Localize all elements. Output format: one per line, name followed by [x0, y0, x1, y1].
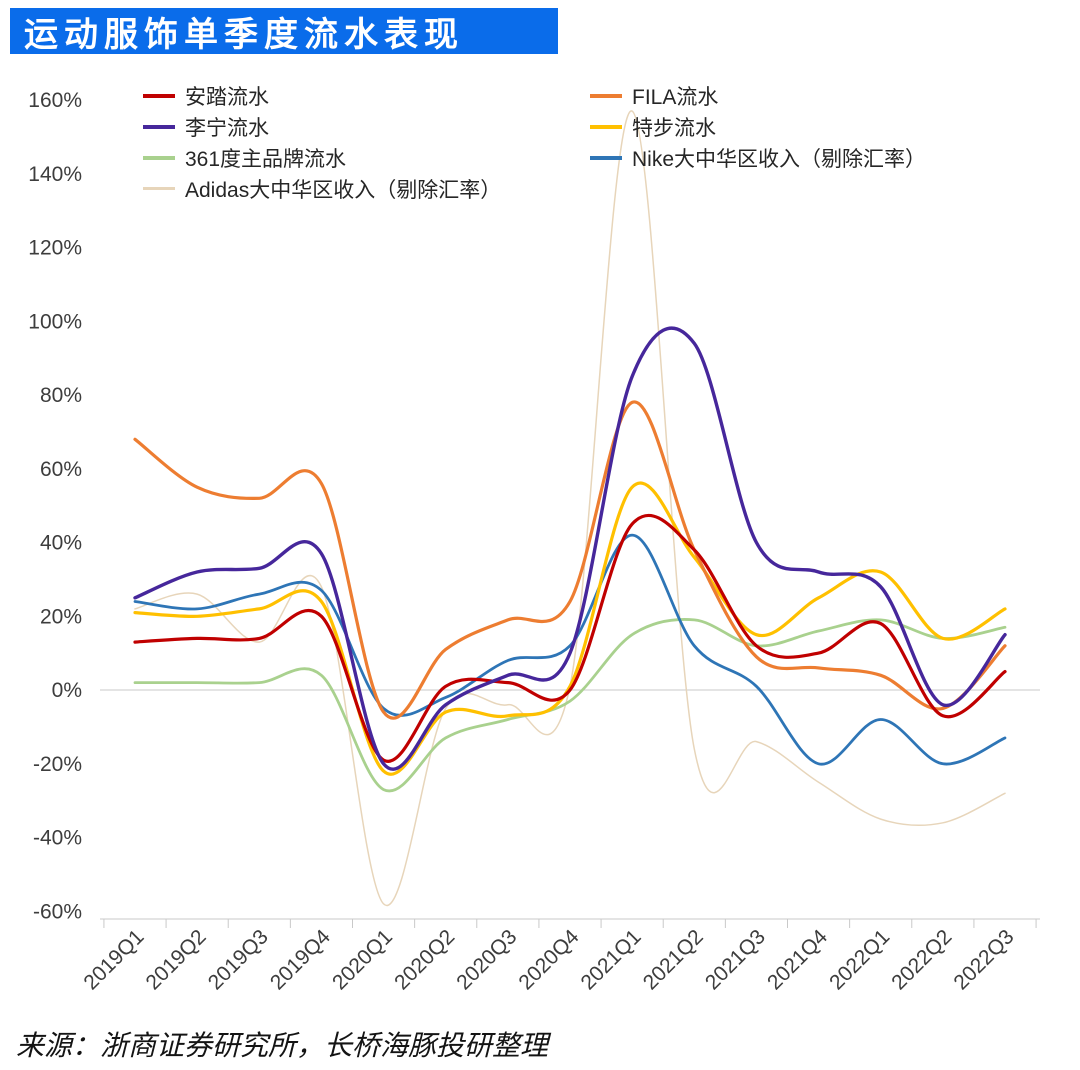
- legend-label: 特步流水: [632, 116, 716, 140]
- x-axis-label: 2019Q1: [79, 925, 148, 994]
- y-axis-label: 100%: [28, 310, 82, 333]
- legend-item-nike-line: Nike大中华区收入（剔除汇率）: [590, 143, 926, 173]
- legend-swatch-icon: [590, 124, 622, 129]
- 361du-line: [133, 618, 1007, 793]
- x-axis-label: 2020Q4: [514, 925, 583, 994]
- x-axis-label: 2022Q2: [887, 925, 956, 994]
- xtep-line: [133, 481, 1007, 776]
- y-axis-label: 160%: [28, 89, 82, 112]
- legend-swatch-icon: [143, 187, 175, 190]
- y-axis-label: -20%: [33, 753, 82, 776]
- x-axis-label: 2022Q1: [825, 925, 894, 994]
- nike-line: [133, 533, 1007, 766]
- legend-swatch-icon: [590, 155, 622, 160]
- legend-swatch-icon: [143, 155, 175, 160]
- legend-label: Nike大中华区收入（剔除汇率）: [632, 147, 927, 171]
- legend-item-fila-line: FILA流水: [590, 81, 926, 111]
- legend-swatch-icon: [143, 93, 175, 98]
- legend-label: Adidas大中华区收入（剔除汇率）: [185, 178, 502, 202]
- y-axis-label: 20%: [40, 605, 82, 628]
- x-axis-label: 2020Q3: [452, 925, 521, 994]
- anta-line: [133, 513, 1007, 763]
- title-banner: 运动服饰单季度流水表现: [10, 8, 558, 54]
- y-axis-label: 140%: [28, 163, 82, 186]
- x-axis-label: 2021Q1: [577, 925, 646, 994]
- legend-swatch-icon: [143, 124, 175, 129]
- fila-line: [133, 400, 1007, 720]
- y-axis-label: 0%: [52, 679, 82, 702]
- legend-label: FILA流水: [632, 85, 719, 109]
- y-axis-label: 80%: [40, 384, 82, 407]
- y-axis-label: 60%: [40, 458, 82, 481]
- x-axis-label: 2021Q2: [639, 925, 708, 994]
- chart-title: 运动服饰单季度流水表现: [24, 15, 464, 54]
- legend-item-xtep-line: 特步流水: [590, 112, 926, 142]
- y-axis-label: -60%: [33, 900, 82, 923]
- x-axis-label: 2019Q4: [266, 925, 335, 994]
- legend-label: 361度主品牌流水: [185, 147, 347, 171]
- x-axis-label: 2019Q2: [142, 925, 211, 994]
- source-note: 来源：浙商证券研究所，长桥海豚投研整理: [16, 1031, 549, 1062]
- x-axis-label: 2020Q1: [328, 925, 397, 994]
- legend-item-anta-line: 安踏流水: [143, 81, 590, 111]
- legend-label: 安踏流水: [185, 85, 269, 109]
- x-axis-label: 2021Q4: [763, 925, 832, 994]
- legend-item-361du-line: 361度主品牌流水: [143, 143, 590, 173]
- y-axis-label: 120%: [28, 237, 82, 260]
- lining-line: [133, 326, 1007, 771]
- legend-item-lining-line: 李宁流水: [143, 112, 590, 142]
- y-axis-label: -40%: [33, 827, 82, 850]
- chart-legend: 安踏流水 FILA流水李宁流水 特步流水 361度主品牌流水 Nike大中华区收入（剔除…: [143, 80, 926, 204]
- adidas-line: [134, 110, 1006, 907]
- legend-item-adidas-line: Adidas大中华区收入（剔除汇率）: [143, 174, 590, 204]
- x-axis-label: 2021Q3: [701, 925, 770, 994]
- legend-label: 李宁流水: [185, 116, 269, 140]
- x-axis-label: 2019Q3: [204, 925, 273, 994]
- x-axis-label: 2022Q3: [949, 925, 1018, 994]
- legend-swatch-icon: [590, 93, 622, 98]
- y-axis-label: 40%: [40, 532, 82, 555]
- x-axis-label: 2020Q2: [390, 925, 459, 994]
